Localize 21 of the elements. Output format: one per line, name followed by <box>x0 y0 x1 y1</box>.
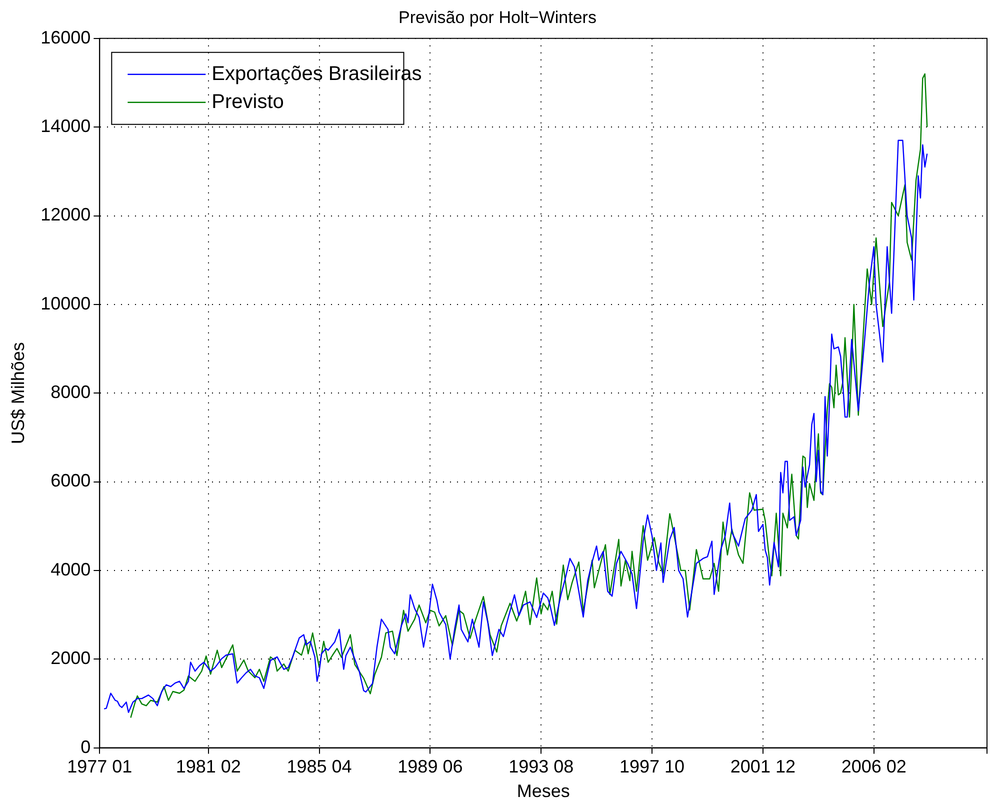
x-tick-label: 1981 02 <box>176 756 241 777</box>
y-tick-label: 0 <box>80 736 91 757</box>
y-tick-label: 10000 <box>40 293 91 314</box>
y-tick-label: 4000 <box>50 559 91 580</box>
x-tick-label: 1989 06 <box>398 756 463 777</box>
y-tick-label: 14000 <box>40 116 91 136</box>
y-tick-label: 12000 <box>40 204 91 225</box>
legend-label: Previsto <box>212 90 284 113</box>
x-tick-label: 1977 01 <box>67 756 132 777</box>
x-tick-label: 2001 12 <box>730 756 796 777</box>
x-tick-label: 2006 02 <box>841 756 906 777</box>
x-tick-label: 1993 08 <box>508 756 574 777</box>
y-tick-label: 6000 <box>50 470 91 491</box>
x-tick-label: 1997 10 <box>619 756 685 777</box>
x-tick-label: 1985 04 <box>286 756 352 777</box>
x-axis-title: Meses <box>516 781 570 802</box>
y-tick-label: 2000 <box>50 648 91 668</box>
chart-title: Previsão por Holt−Winters <box>398 8 596 27</box>
y-tick-label: 16000 <box>40 27 91 48</box>
y-tick-label: 8000 <box>50 382 91 402</box>
y-axis-title: US$ Milhões <box>8 342 28 444</box>
